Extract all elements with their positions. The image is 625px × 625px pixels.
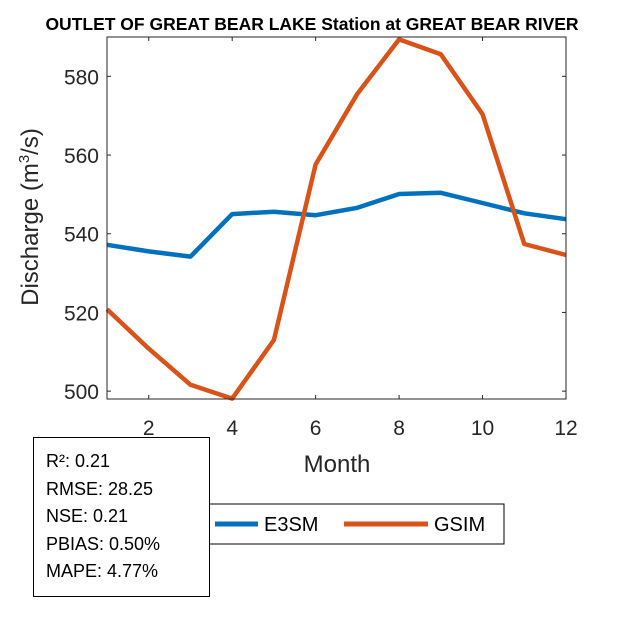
legend-label-e3sm: E3SM — [264, 514, 318, 536]
plot-area: 2 4 6 8 10 12 500 520 540 560 580 — [64, 36, 578, 440]
legend-label-gsim: GSIM — [434, 514, 485, 536]
x-tick-label: 4 — [226, 417, 238, 440]
y-tick-label: 580 — [64, 66, 99, 89]
y-axis-label: Discharge (m3/s) — [16, 128, 44, 306]
y-label-end: /s) — [17, 128, 44, 155]
y-tick-label: 560 — [64, 145, 99, 168]
series-line-gsim — [105, 37, 567, 401]
y-tick-label: 520 — [64, 302, 99, 325]
legend: E3SM GSIM — [206, 503, 505, 545]
plot-background — [107, 37, 566, 399]
x-axis-label: Month — [304, 451, 371, 478]
y-tick-label: 500 — [64, 381, 99, 404]
stat-mape: MAPE: 4.77% — [46, 561, 159, 581]
y-label-main: Discharge (m — [17, 163, 44, 306]
x-tick-label: 8 — [393, 417, 405, 440]
stat-rmse: RMSE: 28.25 — [46, 478, 154, 499]
stat-pbias: PBIAS: 0.50% — [46, 533, 161, 554]
x-tick-label: 10 — [471, 417, 494, 440]
plot-frame — [106, 36, 567, 400]
x-tick-label: 2 — [143, 417, 155, 440]
series-line-e3sm — [106, 190, 567, 259]
y-label-superscript: 3 — [16, 155, 33, 163]
y-tick-label: 540 — [64, 224, 99, 247]
stat-nse: NSE: 0.21 — [46, 506, 129, 526]
statistics-box: R²: 0.21 RMSE: 28.25 NSE: 0.21 PBIAS: 0.… — [33, 437, 210, 597]
chart-title: OUTLET OF GREAT BEAR LAKE Station at GRE… — [45, 14, 578, 34]
x-tick-label: 12 — [554, 417, 577, 440]
stat-r2: R²: 0.21 — [46, 451, 111, 471]
x-tick-label: 6 — [310, 417, 322, 440]
